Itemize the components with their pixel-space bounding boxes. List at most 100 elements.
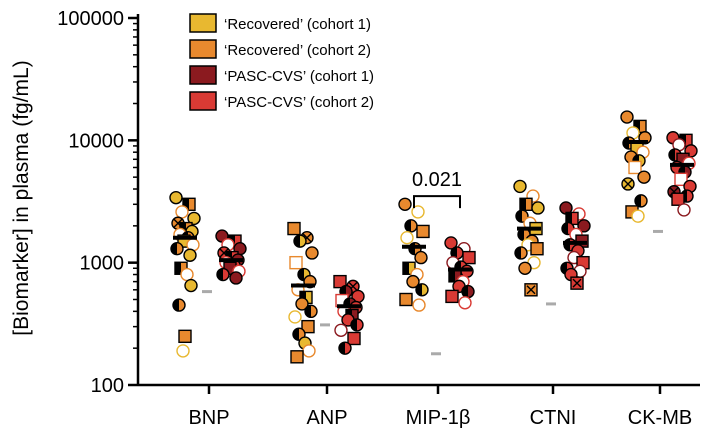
data-point [184,278,198,293]
data-point-half-fill [294,235,300,248]
x-tick-label: MIP-1β [406,407,471,429]
data-point-half-fill [451,246,457,259]
data-point [333,274,347,289]
data-point [229,271,243,285]
data-point [458,296,472,310]
data-point-half-fill [298,268,304,281]
legend-swatch [189,65,217,85]
data-point [671,192,685,206]
data-point-half-fill [462,285,468,298]
data-point [674,172,688,187]
data-point [411,205,425,219]
data-point-half-fill [183,198,189,211]
x-tick-label: CK-MB [628,407,692,429]
data-point-half-fill [171,242,177,255]
legend-label: ‘Recovered’ (cohort 1) [224,16,371,33]
data-point-half-fill [520,198,526,211]
data-point-half-fill [175,262,181,275]
data-point [180,267,194,282]
y-axis-label: [Biomarker] in plasma (fg/mL) [10,60,33,335]
annotations: 0.021 [412,169,462,209]
data-point-half-fill [405,219,411,232]
data-point [531,201,545,215]
mean-bars [173,139,694,309]
y-tick-label: 10000 [68,130,124,152]
data-point [290,350,304,364]
data-point-half-fill [562,222,568,235]
y-tick-label: 100 [91,375,124,397]
legend-swatch [189,13,217,33]
x-tick-label: ANP [306,407,347,429]
legend-label: ‘PASC-CVS’ (cohort 1) [224,68,374,85]
data-point [187,211,201,226]
legend: ‘Recovered’ (cohort 1) ‘Recovered’ (cohor… [189,13,374,111]
data-point [347,331,361,346]
data-point-half-fill [516,210,522,223]
data-point-half-fill [669,148,675,161]
legend-label: ‘PASC-CVS’ (cohort 2) [224,94,374,111]
data-point-half-fill [293,328,299,341]
data-point [287,221,301,236]
data-point [414,250,428,265]
data-point [445,289,459,304]
data-point [412,298,426,312]
data-point [462,250,476,265]
data-point [530,242,544,256]
legend-swatch [189,91,217,111]
data-point-half-fill [416,283,422,296]
data-point [628,160,642,175]
data-point [444,236,458,250]
data-point [301,319,315,334]
data-point-half-fill [173,299,179,312]
data-point [169,190,183,205]
data-point [677,203,691,217]
data-point-half-fill [566,212,572,225]
data-point-cross [526,285,536,295]
data-points [169,110,698,364]
data-point [302,344,316,358]
data-point-half-fill [515,246,521,259]
data-point [398,197,412,211]
data-point [176,344,190,358]
data-point-half-fill [449,269,455,282]
x-tick-label: CTNI [530,407,577,429]
y-tick-label: 100000 [57,8,124,30]
data-point [518,261,532,275]
significance-bracket [413,195,461,209]
y-tick-label: 1000 [80,253,125,275]
p-value-label: 0.021 [412,169,462,191]
data-point [416,224,430,239]
data-point-half-fill [305,305,311,318]
data-point [637,170,651,184]
data-point [183,248,197,262]
data-point [288,310,302,324]
data-point-half-fill [351,318,357,331]
data-point-half-fill [635,194,641,207]
data-point-cross [623,179,633,189]
data-point [295,297,309,311]
data-point [406,274,420,289]
data-point [178,329,192,344]
data-point-half-fill [339,342,345,355]
legend-swatch [189,39,217,59]
data-point-half-fill [217,268,223,281]
legend-label: ‘Recovered’ (cohort 2) [224,42,371,59]
data-point [620,110,634,124]
data-point [175,205,189,219]
data-point [400,230,414,245]
data-point [631,209,645,223]
data-point [289,255,303,270]
data-point-half-fill [403,262,409,275]
data-point [399,292,413,307]
data-point [334,323,348,337]
axes: 100 1000 10000 100000 BNP ANP MIP-1β CTNI CK-MB [57,8,700,429]
data-point-half-fill [518,228,524,241]
data-point [577,219,591,233]
data-point [513,179,527,194]
data-point [305,246,319,260]
detection-limits [202,229,663,356]
x-tick-label: BNP [188,407,229,429]
data-point-half-fill [634,120,640,133]
data-point-cross [572,278,582,288]
